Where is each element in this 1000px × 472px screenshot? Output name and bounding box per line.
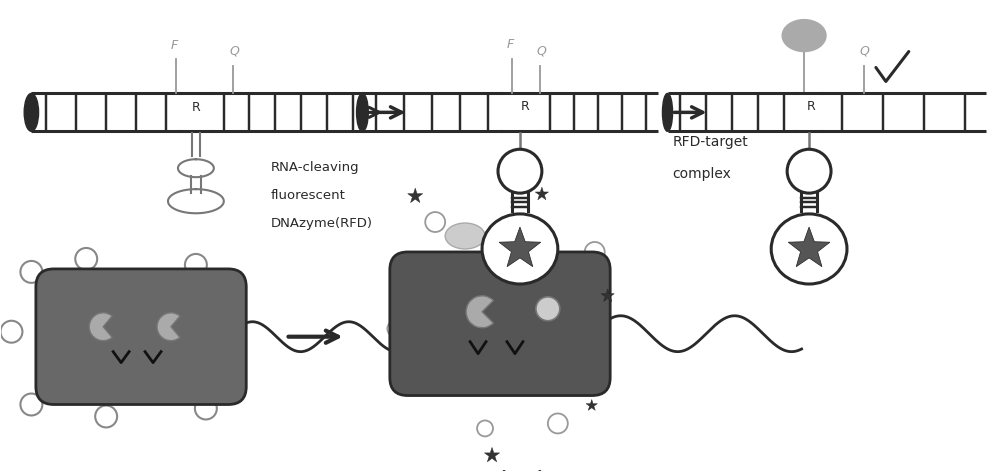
Text: Q: Q bbox=[537, 44, 547, 58]
Ellipse shape bbox=[771, 214, 847, 284]
Ellipse shape bbox=[445, 223, 485, 249]
Circle shape bbox=[95, 405, 117, 428]
Ellipse shape bbox=[357, 93, 368, 131]
Polygon shape bbox=[408, 188, 423, 202]
Text: Q: Q bbox=[230, 44, 240, 58]
Circle shape bbox=[510, 221, 526, 237]
Text: R: R bbox=[192, 101, 200, 114]
Text: F: F bbox=[799, 29, 809, 42]
Polygon shape bbox=[535, 187, 549, 200]
Wedge shape bbox=[466, 296, 493, 328]
Wedge shape bbox=[89, 313, 112, 341]
Polygon shape bbox=[586, 399, 597, 410]
Circle shape bbox=[425, 212, 445, 232]
Text: complex: complex bbox=[672, 167, 731, 181]
Circle shape bbox=[387, 321, 403, 337]
Ellipse shape bbox=[662, 93, 673, 131]
Ellipse shape bbox=[498, 149, 542, 193]
Circle shape bbox=[195, 397, 217, 420]
Ellipse shape bbox=[782, 20, 826, 51]
Text: RFD-target: RFD-target bbox=[672, 135, 748, 149]
Polygon shape bbox=[484, 447, 500, 462]
Text: Q: Q bbox=[859, 44, 869, 58]
Circle shape bbox=[578, 359, 598, 379]
Circle shape bbox=[548, 413, 568, 433]
Circle shape bbox=[185, 254, 207, 276]
Text: fluorescent: fluorescent bbox=[271, 189, 346, 202]
Polygon shape bbox=[499, 227, 541, 267]
Circle shape bbox=[585, 242, 605, 262]
FancyBboxPatch shape bbox=[390, 252, 610, 396]
Circle shape bbox=[477, 421, 493, 437]
Circle shape bbox=[536, 297, 560, 321]
Text: DNAzyme(RFD): DNAzyme(RFD) bbox=[271, 217, 373, 229]
Wedge shape bbox=[157, 313, 180, 341]
Polygon shape bbox=[601, 289, 614, 302]
Text: F: F bbox=[506, 38, 514, 51]
Circle shape bbox=[20, 394, 42, 415]
Ellipse shape bbox=[787, 149, 831, 193]
Text: RNA-cleaving: RNA-cleaving bbox=[271, 160, 359, 174]
FancyBboxPatch shape bbox=[36, 269, 246, 405]
Text: F: F bbox=[170, 39, 178, 51]
Circle shape bbox=[0, 321, 22, 343]
Circle shape bbox=[20, 261, 42, 283]
Ellipse shape bbox=[482, 214, 558, 284]
Circle shape bbox=[75, 248, 97, 270]
Text: R: R bbox=[521, 100, 529, 113]
Ellipse shape bbox=[24, 93, 39, 131]
Polygon shape bbox=[788, 227, 830, 267]
Text: R: R bbox=[807, 100, 815, 113]
